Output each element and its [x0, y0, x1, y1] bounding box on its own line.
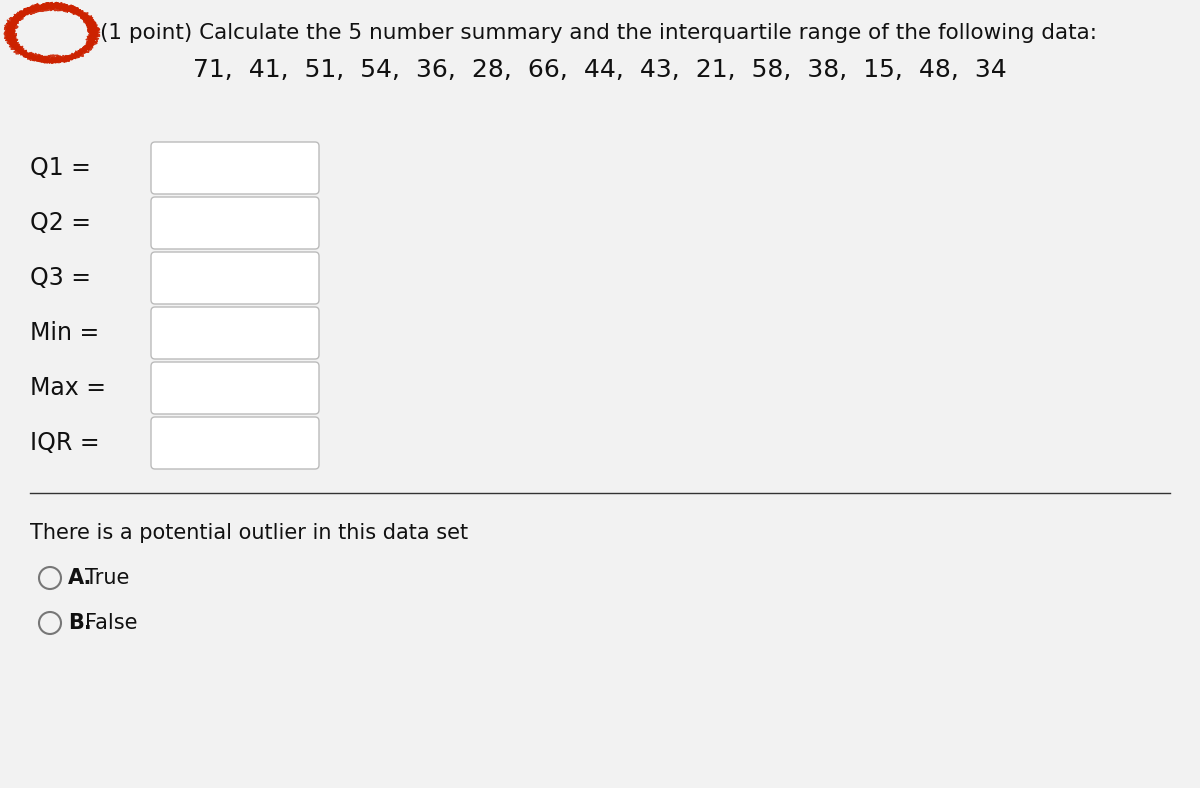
FancyBboxPatch shape — [151, 307, 319, 359]
Text: True: True — [85, 568, 130, 588]
Text: Min =: Min = — [30, 321, 100, 345]
Text: A.: A. — [68, 568, 92, 588]
Text: (1 point) Calculate the 5 number summary and the interquartile range of the foll: (1 point) Calculate the 5 number summary… — [100, 23, 1097, 43]
Text: There is a potential outlier in this data set: There is a potential outlier in this dat… — [30, 523, 468, 543]
Text: 71,  41,  51,  54,  36,  28,  66,  44,  43,  21,  58,  38,  15,  48,  34: 71, 41, 51, 54, 36, 28, 66, 44, 43, 21, … — [193, 58, 1007, 82]
Text: B.: B. — [68, 613, 91, 633]
Text: Q3 =: Q3 = — [30, 266, 91, 290]
Text: False: False — [85, 613, 138, 633]
Text: IQR =: IQR = — [30, 431, 100, 455]
Text: Q1 =: Q1 = — [30, 156, 91, 180]
FancyBboxPatch shape — [151, 252, 319, 304]
FancyBboxPatch shape — [151, 417, 319, 469]
FancyBboxPatch shape — [151, 142, 319, 194]
FancyBboxPatch shape — [151, 362, 319, 414]
Text: Q2 =: Q2 = — [30, 211, 91, 235]
Text: Max =: Max = — [30, 376, 106, 400]
FancyBboxPatch shape — [151, 197, 319, 249]
